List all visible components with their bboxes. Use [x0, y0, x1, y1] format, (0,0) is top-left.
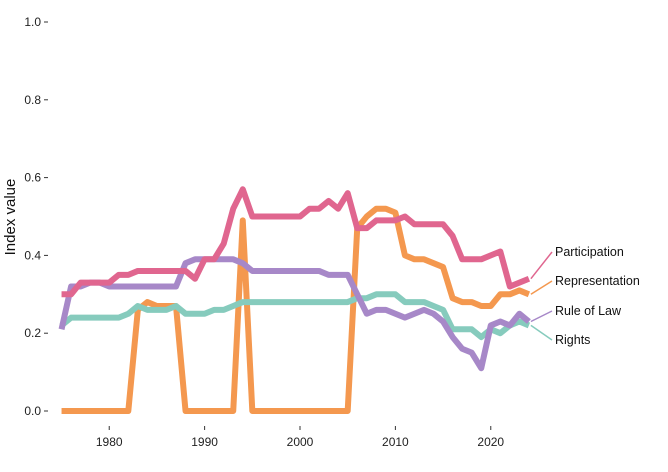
series-lines: [58, 186, 531, 414]
series-label-rule-of-law: Rule of Law: [555, 304, 622, 318]
series-label-participation: Participation: [555, 245, 624, 259]
leader-line-participation: [530, 251, 553, 280]
x-axis: 1980 1990 2000 2010 2020: [96, 426, 504, 449]
x-tick-label: 2010: [382, 435, 409, 449]
y-tick-label: 0.6: [24, 171, 41, 185]
x-tick-label: 2020: [477, 435, 504, 449]
y-tick-label: 0.2: [24, 326, 41, 340]
y-axis-title: Index value: [2, 179, 19, 256]
x-tick-label: 1990: [191, 435, 218, 449]
series-labels: Participation Representation Rule of Law Ri…: [530, 245, 640, 347]
x-tick-label: 1980: [96, 435, 123, 449]
series-label-rights: Rights: [555, 333, 590, 347]
series-label-representation: Representation: [555, 274, 640, 288]
x-tick-label: 2000: [287, 435, 314, 449]
y-tick-label: 0.0: [24, 404, 41, 418]
series-line-rights: [59, 291, 531, 341]
series-line-participation: [61, 186, 531, 298]
leader-line-representation: [530, 280, 553, 295]
series-line-rule-of-law: [58, 256, 531, 372]
y-tick-label: 1.0: [24, 15, 41, 29]
y-tick-label: 0.8: [24, 93, 41, 107]
y-tick-label: 0.4: [24, 248, 41, 262]
leader-line-rule-of-law: [530, 310, 553, 323]
y-axis: 0.0 0.2 0.4 0.6 0.8 1.0: [24, 15, 48, 418]
leader-line-rights: [530, 324, 553, 341]
